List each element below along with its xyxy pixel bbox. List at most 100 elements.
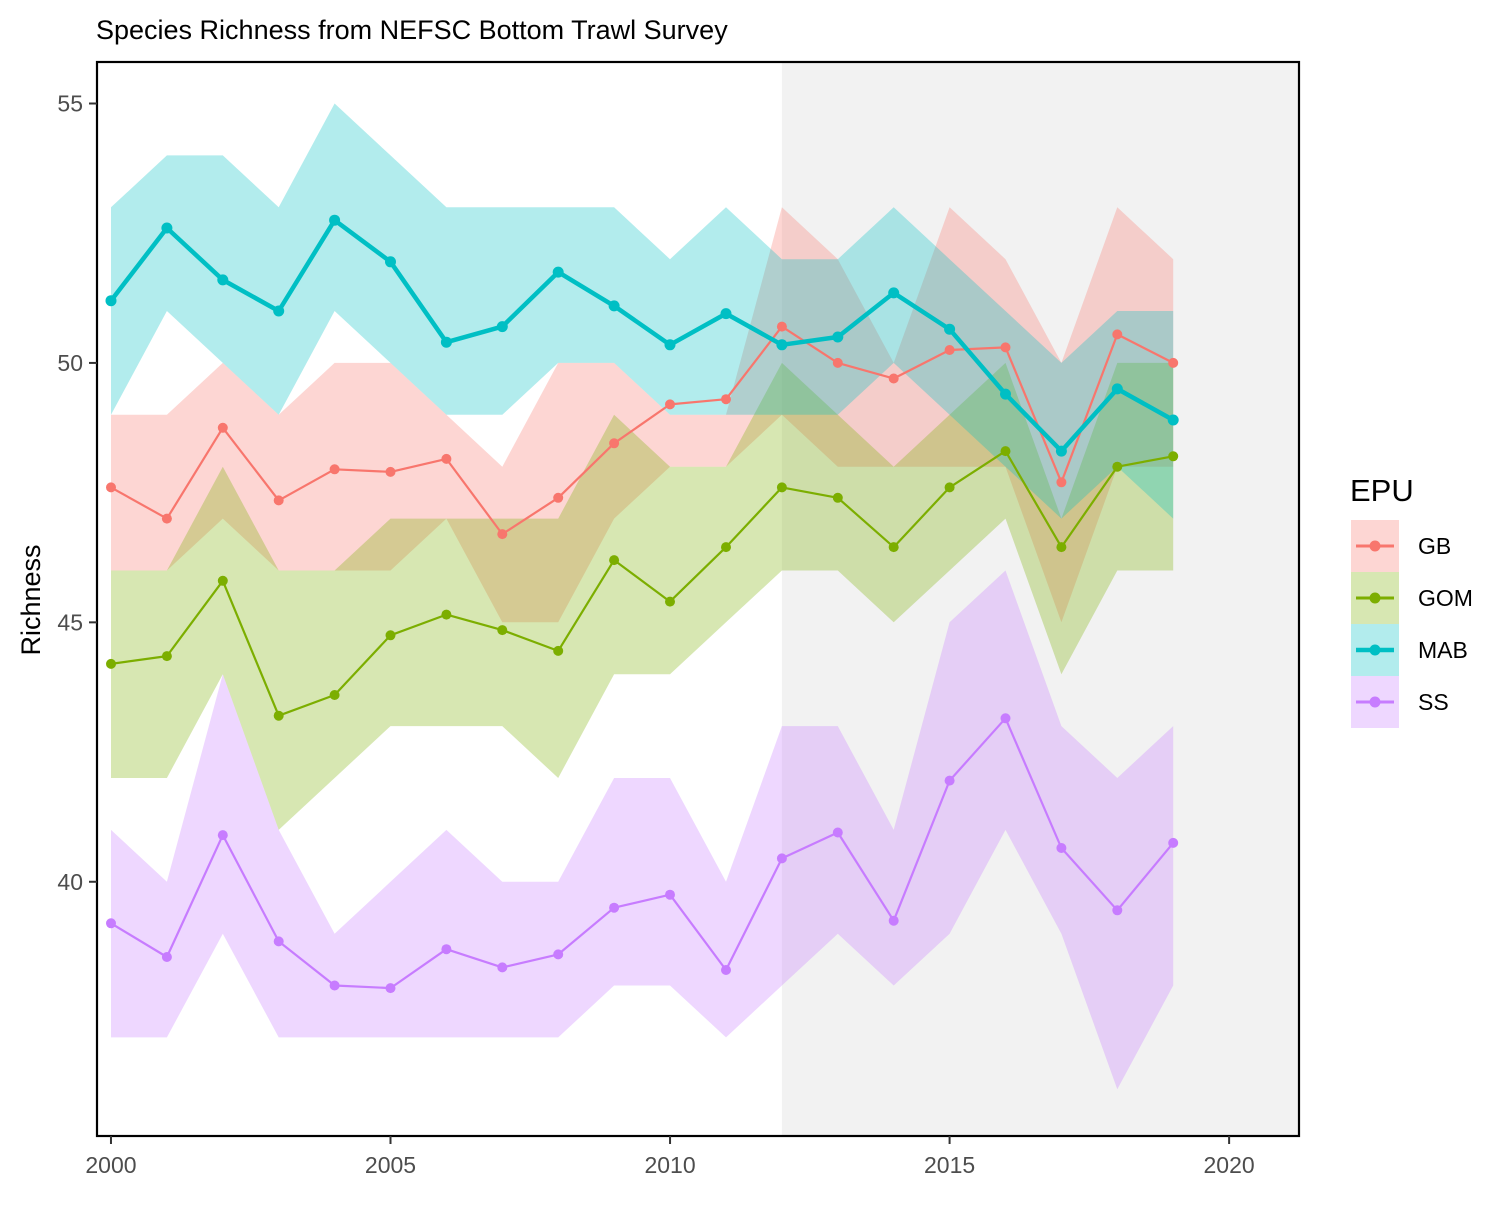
- point-gom-2007: [497, 625, 508, 636]
- point-gb-2013: [832, 357, 843, 368]
- chart-title: Species Richness from NEFSC Bottom Trawl…: [96, 15, 728, 45]
- point-gom-2005: [385, 630, 396, 641]
- y-tick-label-45: 45: [57, 609, 83, 635]
- point-gb-2001: [161, 513, 172, 524]
- x-tick-label-2015: 2015: [924, 1152, 975, 1178]
- legend-key-point-gb: [1369, 540, 1381, 552]
- point-gom-2010: [665, 596, 675, 607]
- x-tick-label-2005: 2005: [365, 1152, 416, 1178]
- ribbon-gom: [111, 362, 1174, 830]
- legend-title: EPU: [1350, 473, 1414, 508]
- point-mab-2016: [1000, 388, 1011, 400]
- plot-area: 2000 2005 2010 2015 2020 40 45 50 55: [57, 60, 1301, 1178]
- point-gom-2001: [161, 651, 172, 662]
- legend: GB GOM MAB SS: [1351, 520, 1473, 728]
- point-mab-2013: [832, 331, 844, 343]
- point-gb-2007: [497, 529, 508, 540]
- point-gb-2017: [1056, 477, 1067, 488]
- point-ss-2016: [1000, 713, 1011, 724]
- legend-key-point-mab: [1369, 644, 1381, 656]
- point-gb-2011: [721, 394, 731, 405]
- point-gb-2009: [609, 438, 620, 449]
- point-ss-2003: [273, 936, 284, 947]
- point-ss-2010: [665, 889, 675, 900]
- ribbon-gb: [111, 207, 1174, 623]
- point-gom-2009: [609, 555, 620, 566]
- legend-key-point-ss: [1369, 696, 1381, 708]
- point-ss-2014: [888, 915, 899, 926]
- point-gb-2002: [217, 422, 228, 433]
- point-ss-2019: [1168, 837, 1179, 848]
- point-mab-2004: [329, 214, 341, 226]
- point-ss-2017: [1056, 843, 1067, 853]
- point-gom-2002: [217, 575, 228, 586]
- point-gom-2004: [329, 690, 340, 700]
- point-gb-2010: [665, 399, 675, 410]
- point-ss-2000: [106, 918, 116, 929]
- highlight-region: [781, 62, 1299, 1136]
- legend-key-point-gom: [1369, 592, 1381, 604]
- point-ss-2008: [553, 949, 564, 960]
- point-mab-2014: [888, 287, 900, 299]
- legend-label-gb: GB: [1418, 533, 1451, 559]
- ribbon-mab: [111, 103, 1174, 519]
- point-mab-2002: [217, 274, 229, 286]
- point-gom-2018: [1112, 461, 1123, 472]
- point-ss-2013: [832, 827, 843, 838]
- point-gom-2016: [1000, 446, 1011, 457]
- point-gb-2003: [273, 495, 284, 506]
- point-gb-2019: [1168, 357, 1179, 368]
- point-ss-2012: [776, 853, 787, 864]
- point-mab-2009: [608, 300, 620, 312]
- y-tick-label-55: 55: [57, 91, 83, 117]
- point-gb-2012: [776, 321, 787, 332]
- point-gom-2014: [888, 542, 899, 553]
- point-mab-2011: [720, 308, 732, 320]
- line-ss: [110, 717, 1175, 990]
- point-ss-2011: [721, 965, 731, 975]
- legend-label-ss: SS: [1418, 689, 1449, 715]
- point-gom-2006: [441, 609, 452, 620]
- point-mab-2008: [552, 266, 564, 278]
- point-gom-2003: [273, 710, 284, 721]
- point-ss-2001: [161, 952, 172, 962]
- point-ss-2018: [1112, 905, 1123, 916]
- line-gom: [110, 450, 1174, 717]
- point-ss-2005: [385, 983, 396, 994]
- point-gom-2008: [553, 645, 564, 656]
- point-mab-2012: [776, 339, 788, 351]
- point-gb-2006: [441, 453, 452, 464]
- point-mab-2007: [496, 321, 508, 333]
- panel-border: [95, 60, 1301, 1138]
- point-mab-2005: [385, 256, 396, 268]
- point-gom-2011: [721, 542, 731, 553]
- point-gb-2014: [888, 373, 899, 384]
- point-gb-2008: [553, 492, 564, 503]
- point-mab-2010: [664, 339, 676, 351]
- point-gb-2000: [106, 482, 116, 493]
- x-tick-label-2010: 2010: [644, 1152, 695, 1178]
- y-tick-label-50: 50: [57, 350, 83, 376]
- point-gb-2015: [944, 345, 955, 355]
- point-ss-2009: [609, 902, 620, 913]
- point-gom-2000: [106, 658, 116, 669]
- y-tick-label-40: 40: [57, 869, 83, 895]
- point-mab-2003: [273, 305, 285, 317]
- y-axis-label: Richness: [16, 544, 46, 655]
- point-mab-2001: [161, 222, 173, 234]
- point-gb-2004: [329, 464, 340, 475]
- point-ss-2004: [329, 980, 340, 991]
- point-mab-2019: [1167, 414, 1179, 426]
- point-gb-2016: [1000, 342, 1011, 353]
- point-ss-2007: [497, 962, 508, 973]
- point-gom-2019: [1168, 451, 1179, 462]
- line-mab: [109, 217, 1175, 454]
- point-mab-2006: [440, 336, 452, 348]
- point-gb-2005: [385, 466, 396, 477]
- line-gb: [110, 325, 1174, 536]
- legend-label-gom: GOM: [1418, 585, 1473, 611]
- point-gb-2018: [1112, 329, 1123, 340]
- point-gom-2013: [832, 492, 843, 503]
